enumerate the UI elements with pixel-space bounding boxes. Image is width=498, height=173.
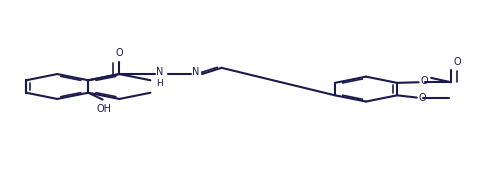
Text: N: N [192, 67, 200, 77]
Text: N: N [156, 67, 164, 77]
Text: O: O [116, 48, 123, 58]
Text: O: O [453, 57, 461, 67]
Text: H: H [156, 79, 163, 88]
Text: OH: OH [96, 104, 111, 114]
Text: O: O [420, 76, 428, 86]
Text: O: O [418, 93, 426, 103]
